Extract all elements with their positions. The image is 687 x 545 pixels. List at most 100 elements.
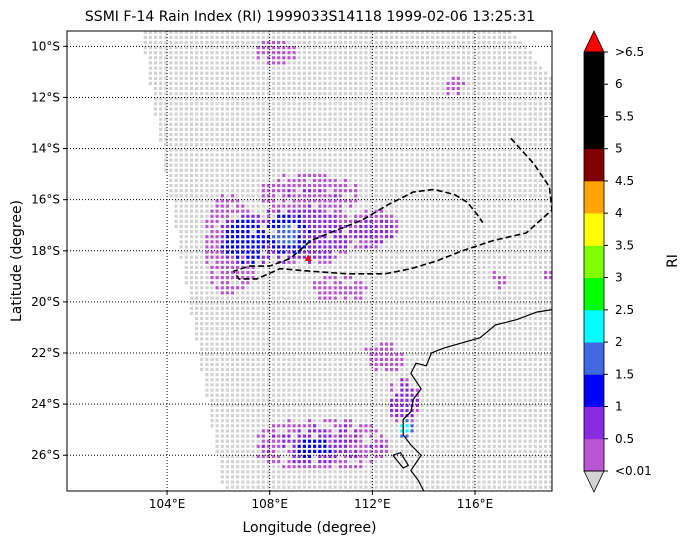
swath-cell — [482, 168, 486, 172]
swath-cell — [164, 117, 168, 121]
swath-cell — [420, 291, 424, 295]
swath-cell — [482, 204, 486, 208]
swath-cell — [420, 46, 424, 50]
swath-cell — [225, 408, 229, 413]
swath-cell — [533, 148, 537, 152]
swath-cell — [153, 76, 158, 80]
swath-cell — [349, 61, 353, 65]
swath-cell — [451, 260, 455, 264]
swath-cell — [384, 86, 389, 91]
swath-cell — [205, 117, 209, 121]
swath-cell — [333, 322, 337, 326]
swath-cell — [513, 158, 517, 162]
swath-cell — [533, 204, 537, 208]
swath-cell — [518, 71, 522, 75]
swath-cell — [374, 163, 378, 167]
swath-cell — [472, 56, 476, 60]
swath-cell — [523, 383, 527, 387]
swath-cell — [523, 214, 527, 218]
swath-cell — [374, 388, 378, 392]
swath-cell — [425, 35, 430, 39]
swath-cell — [359, 92, 363, 96]
swath-cell — [189, 194, 194, 198]
swath-cell — [482, 66, 486, 70]
swath-cell — [456, 398, 460, 402]
swath-cell — [441, 107, 445, 111]
swath-cell — [431, 117, 435, 121]
swath-cell — [195, 107, 199, 111]
swath-cell — [287, 117, 291, 121]
swath-cell — [425, 250, 430, 254]
swath-cell — [225, 424, 229, 428]
swath-cell — [205, 35, 209, 39]
swath-cell — [523, 281, 527, 285]
swath-cell — [272, 35, 276, 39]
swath-cell — [451, 245, 455, 249]
swath-cell — [410, 337, 414, 341]
swath-cell — [456, 276, 460, 280]
swath-cell — [359, 31, 363, 34]
swath-cell — [533, 398, 537, 402]
swath-cell — [451, 306, 455, 310]
swath-cell — [544, 97, 548, 101]
swath-cell — [405, 235, 409, 239]
swath-cell — [390, 127, 394, 131]
swath-cell — [467, 86, 471, 91]
swath-cell — [333, 260, 337, 264]
swath-cell — [538, 332, 543, 336]
swath-cell — [395, 306, 399, 310]
swath-cell — [338, 127, 342, 131]
swath-cell — [518, 311, 522, 315]
swath-cell — [436, 408, 440, 413]
swath-cell — [482, 224, 486, 229]
swath-cell — [225, 66, 229, 70]
swath-cell — [431, 281, 435, 285]
swath-cell — [415, 332, 419, 336]
swath-cell — [323, 92, 327, 96]
swath-cell — [174, 209, 178, 213]
swath-cell — [492, 46, 496, 50]
swath-cell — [472, 199, 476, 203]
swath-cell — [349, 265, 353, 269]
swath-cell — [508, 209, 512, 213]
swath-cell — [492, 132, 496, 137]
swath-cell — [425, 276, 430, 280]
swath-cell — [328, 368, 332, 372]
swath-cell — [436, 276, 440, 280]
swath-cell — [313, 168, 317, 172]
swath-cell — [241, 424, 245, 428]
swath-cell — [169, 132, 173, 137]
swath-cell — [436, 117, 440, 121]
swath-cell — [225, 357, 229, 361]
swath-cell — [518, 194, 522, 198]
swath-cell — [241, 66, 245, 70]
swath-cell — [349, 383, 353, 387]
swath-cell — [246, 117, 250, 121]
swath-cell — [451, 378, 455, 382]
swath-cell — [410, 347, 414, 351]
swath-cell — [195, 184, 199, 188]
swath-cell — [364, 51, 368, 55]
swath-cell — [513, 322, 517, 326]
swath-cell — [390, 148, 394, 152]
swath-cell — [328, 342, 332, 346]
swath-cell — [215, 281, 219, 285]
swath-cell — [328, 163, 332, 167]
swath-cell — [508, 71, 512, 75]
swath-cell — [446, 230, 450, 234]
swath-cell — [477, 194, 481, 198]
swath-cell — [379, 260, 383, 264]
swath-cell — [215, 112, 219, 116]
swath-cell — [359, 76, 363, 80]
swath-cell — [205, 281, 209, 285]
swath-cell — [544, 260, 548, 264]
swath-cell — [441, 383, 445, 387]
swath-cell — [318, 347, 322, 351]
swath-cell — [200, 219, 204, 223]
swath-cell — [297, 102, 301, 106]
swath-cell — [472, 250, 476, 254]
swath-cell — [482, 132, 486, 137]
swath-cell — [410, 178, 414, 183]
swath-cell — [395, 291, 399, 295]
swath-cell — [461, 316, 466, 321]
